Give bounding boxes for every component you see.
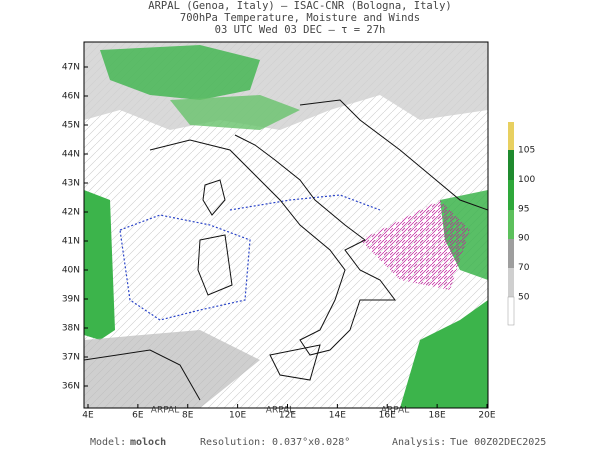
watermark: ARPAL — [151, 406, 179, 416]
lat-label: 39N — [62, 295, 80, 305]
colorbar-label: 50 — [518, 293, 530, 303]
watermark: ARPAL — [266, 406, 294, 416]
colorbar-swatch — [507, 296, 515, 326]
lat-label: 42N — [62, 208, 80, 218]
lat-label: 43N — [62, 179, 80, 189]
coastline — [299, 99, 488, 211]
lon-label: 12E — [279, 411, 296, 421]
colorbar-swatch — [508, 180, 514, 210]
colorbar-label: 100 — [518, 175, 535, 185]
isotherm — [229, 194, 381, 211]
island-coast — [197, 179, 321, 381]
colorbar-swatch — [508, 268, 514, 297]
model-label: Model: — [90, 437, 126, 448]
lat-label: 46N — [62, 92, 80, 102]
moisture-gray — [84, 330, 260, 408]
model: moloch — [130, 437, 166, 448]
temperature-hatch — [360, 200, 470, 290]
lon-label: 4E — [82, 411, 94, 421]
resolution: 0.037°x0.028° — [272, 437, 350, 448]
analysis: Tue 00Z02DEC2025 — [450, 437, 546, 448]
colorbar-swatch — [508, 122, 514, 150]
lat-label: 40N — [62, 266, 80, 276]
map-frame — [83, 41, 489, 409]
lon-label: 20E — [478, 411, 495, 421]
colorbar-swatch — [508, 210, 514, 239]
title: ARPAL (Genoa, Italy) – ISAC-CNR (Bologna… — [148, 0, 451, 12]
valid-time: 03 UTC Wed 03 DEC – τ = 27h — [215, 24, 386, 36]
lat-label: 45N — [62, 121, 80, 131]
lon-label: 18E — [429, 411, 446, 421]
analysis-label: Analysis: — [392, 437, 446, 448]
subtitle: 700hPa Temperature, Moisture and Winds — [180, 12, 420, 24]
colorbar-swatch — [508, 239, 514, 268]
colorbar-label: 90 — [518, 234, 530, 244]
lat-label: 37N — [62, 353, 80, 363]
moisture-green — [400, 300, 488, 408]
watermark: ARPAL — [381, 406, 409, 416]
colorbar — [507, 122, 515, 326]
lat-label: 47N — [62, 63, 80, 73]
moisture-green — [170, 95, 300, 130]
coastline — [149, 134, 396, 356]
lat-label: 38N — [62, 324, 80, 334]
resolution-label: Resolution: — [200, 437, 266, 448]
colorbar-label: 95 — [518, 204, 529, 214]
moisture-green — [84, 190, 115, 340]
lon-label: 14E — [329, 411, 346, 421]
lat-label: 44N — [62, 150, 80, 160]
colorbar-label: 105 — [518, 146, 535, 156]
lon-label: 8E — [182, 411, 194, 421]
moisture-green — [100, 45, 260, 100]
coastline — [84, 349, 201, 401]
lon-label: 16E — [379, 411, 396, 421]
colorbar-swatch — [508, 150, 514, 180]
lon-label: 10E — [229, 411, 246, 421]
isotherm — [119, 214, 251, 321]
colorbar-label: 70 — [518, 263, 530, 273]
map-field — [84, 42, 488, 408]
lon-label: 6E — [132, 411, 144, 421]
lat-label: 41N — [62, 237, 80, 247]
lat-label: 36N — [62, 382, 80, 392]
